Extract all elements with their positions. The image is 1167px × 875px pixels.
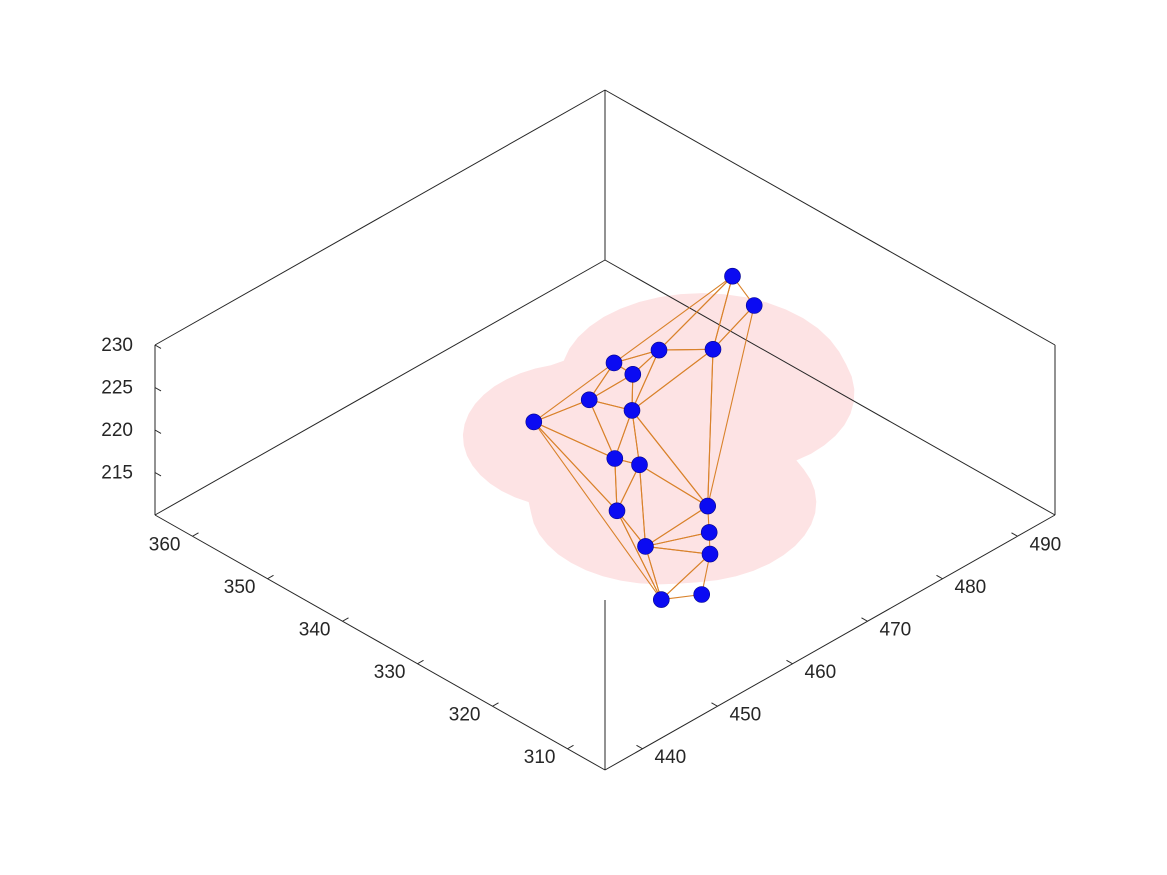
y-tick-mark — [636, 744, 643, 750]
y-tick-label: 470 — [880, 619, 912, 640]
y-tick-mark — [711, 702, 718, 707]
data-points — [525, 267, 763, 608]
x-tick-label: 330 — [374, 662, 406, 683]
data-point — [606, 450, 624, 467]
y-tick-label: 450 — [730, 704, 762, 725]
y-tick-label: 440 — [655, 747, 687, 768]
data-point — [624, 365, 642, 383]
data-point — [701, 545, 719, 563]
data-point — [704, 340, 722, 358]
data-point — [700, 524, 718, 541]
axes-box-edge — [604, 259, 1056, 516]
triangulation-mesh — [532, 274, 756, 601]
data-point — [699, 497, 717, 515]
data-point — [745, 297, 763, 314]
x-tick-mark — [267, 574, 274, 580]
y-tick-mark — [861, 617, 868, 622]
x-axis-ticks: 310 320 330 340 350 360 — [149, 532, 574, 768]
surface-region-fill — [462, 293, 855, 585]
y-tick-label: 460 — [805, 662, 837, 683]
data-point — [605, 354, 623, 372]
y-tick-mark — [1011, 532, 1018, 537]
y-tick-mark — [786, 659, 793, 665]
x-tick-mark — [567, 744, 574, 750]
axes-box-edge — [604, 89, 1056, 346]
data-point — [693, 586, 711, 603]
data-point — [724, 267, 741, 285]
x-tick-label: 340 — [299, 619, 331, 640]
x-tick-label: 360 — [149, 534, 181, 555]
z-tick-mark — [154, 429, 162, 434]
data-point — [580, 391, 598, 409]
axes-box-edge — [154, 89, 606, 346]
z-tick-label: 220 — [101, 420, 133, 441]
z-tick-mark — [154, 472, 162, 477]
x-tick-label: 320 — [449, 704, 481, 725]
z-tick-label: 215 — [101, 463, 133, 484]
data-point — [608, 502, 626, 520]
x-tick-mark — [492, 702, 499, 707]
z-axis-ticks: 215 220 225 230 — [101, 335, 162, 484]
mesh-triangle — [712, 274, 755, 350]
y-axis-ticks: 440 450 460 470 480 490 — [636, 532, 1062, 768]
x-tick-mark — [417, 659, 424, 665]
data-point — [525, 413, 543, 431]
data-point — [623, 402, 641, 419]
z-tick-label: 225 — [101, 378, 133, 399]
data-point — [631, 456, 648, 474]
z-tick-mark — [154, 387, 162, 392]
x-tick-mark — [192, 532, 199, 537]
x-tick-label: 310 — [524, 747, 556, 768]
axes-box-edge — [154, 514, 606, 771]
data-point — [650, 341, 668, 359]
x-tick-mark — [342, 617, 349, 622]
axes-box-edge — [154, 259, 606, 516]
axes-box-edge — [604, 514, 1056, 771]
y-tick-label: 490 — [1030, 534, 1062, 555]
y-tick-label: 480 — [955, 577, 987, 598]
z-tick-label: 230 — [101, 335, 133, 356]
z-tick-mark — [154, 344, 162, 349]
data-point — [652, 591, 670, 608]
data-point — [637, 538, 654, 555]
x-tick-label: 350 — [224, 577, 256, 598]
surface-region — [462, 293, 855, 585]
y-tick-mark — [936, 574, 943, 580]
